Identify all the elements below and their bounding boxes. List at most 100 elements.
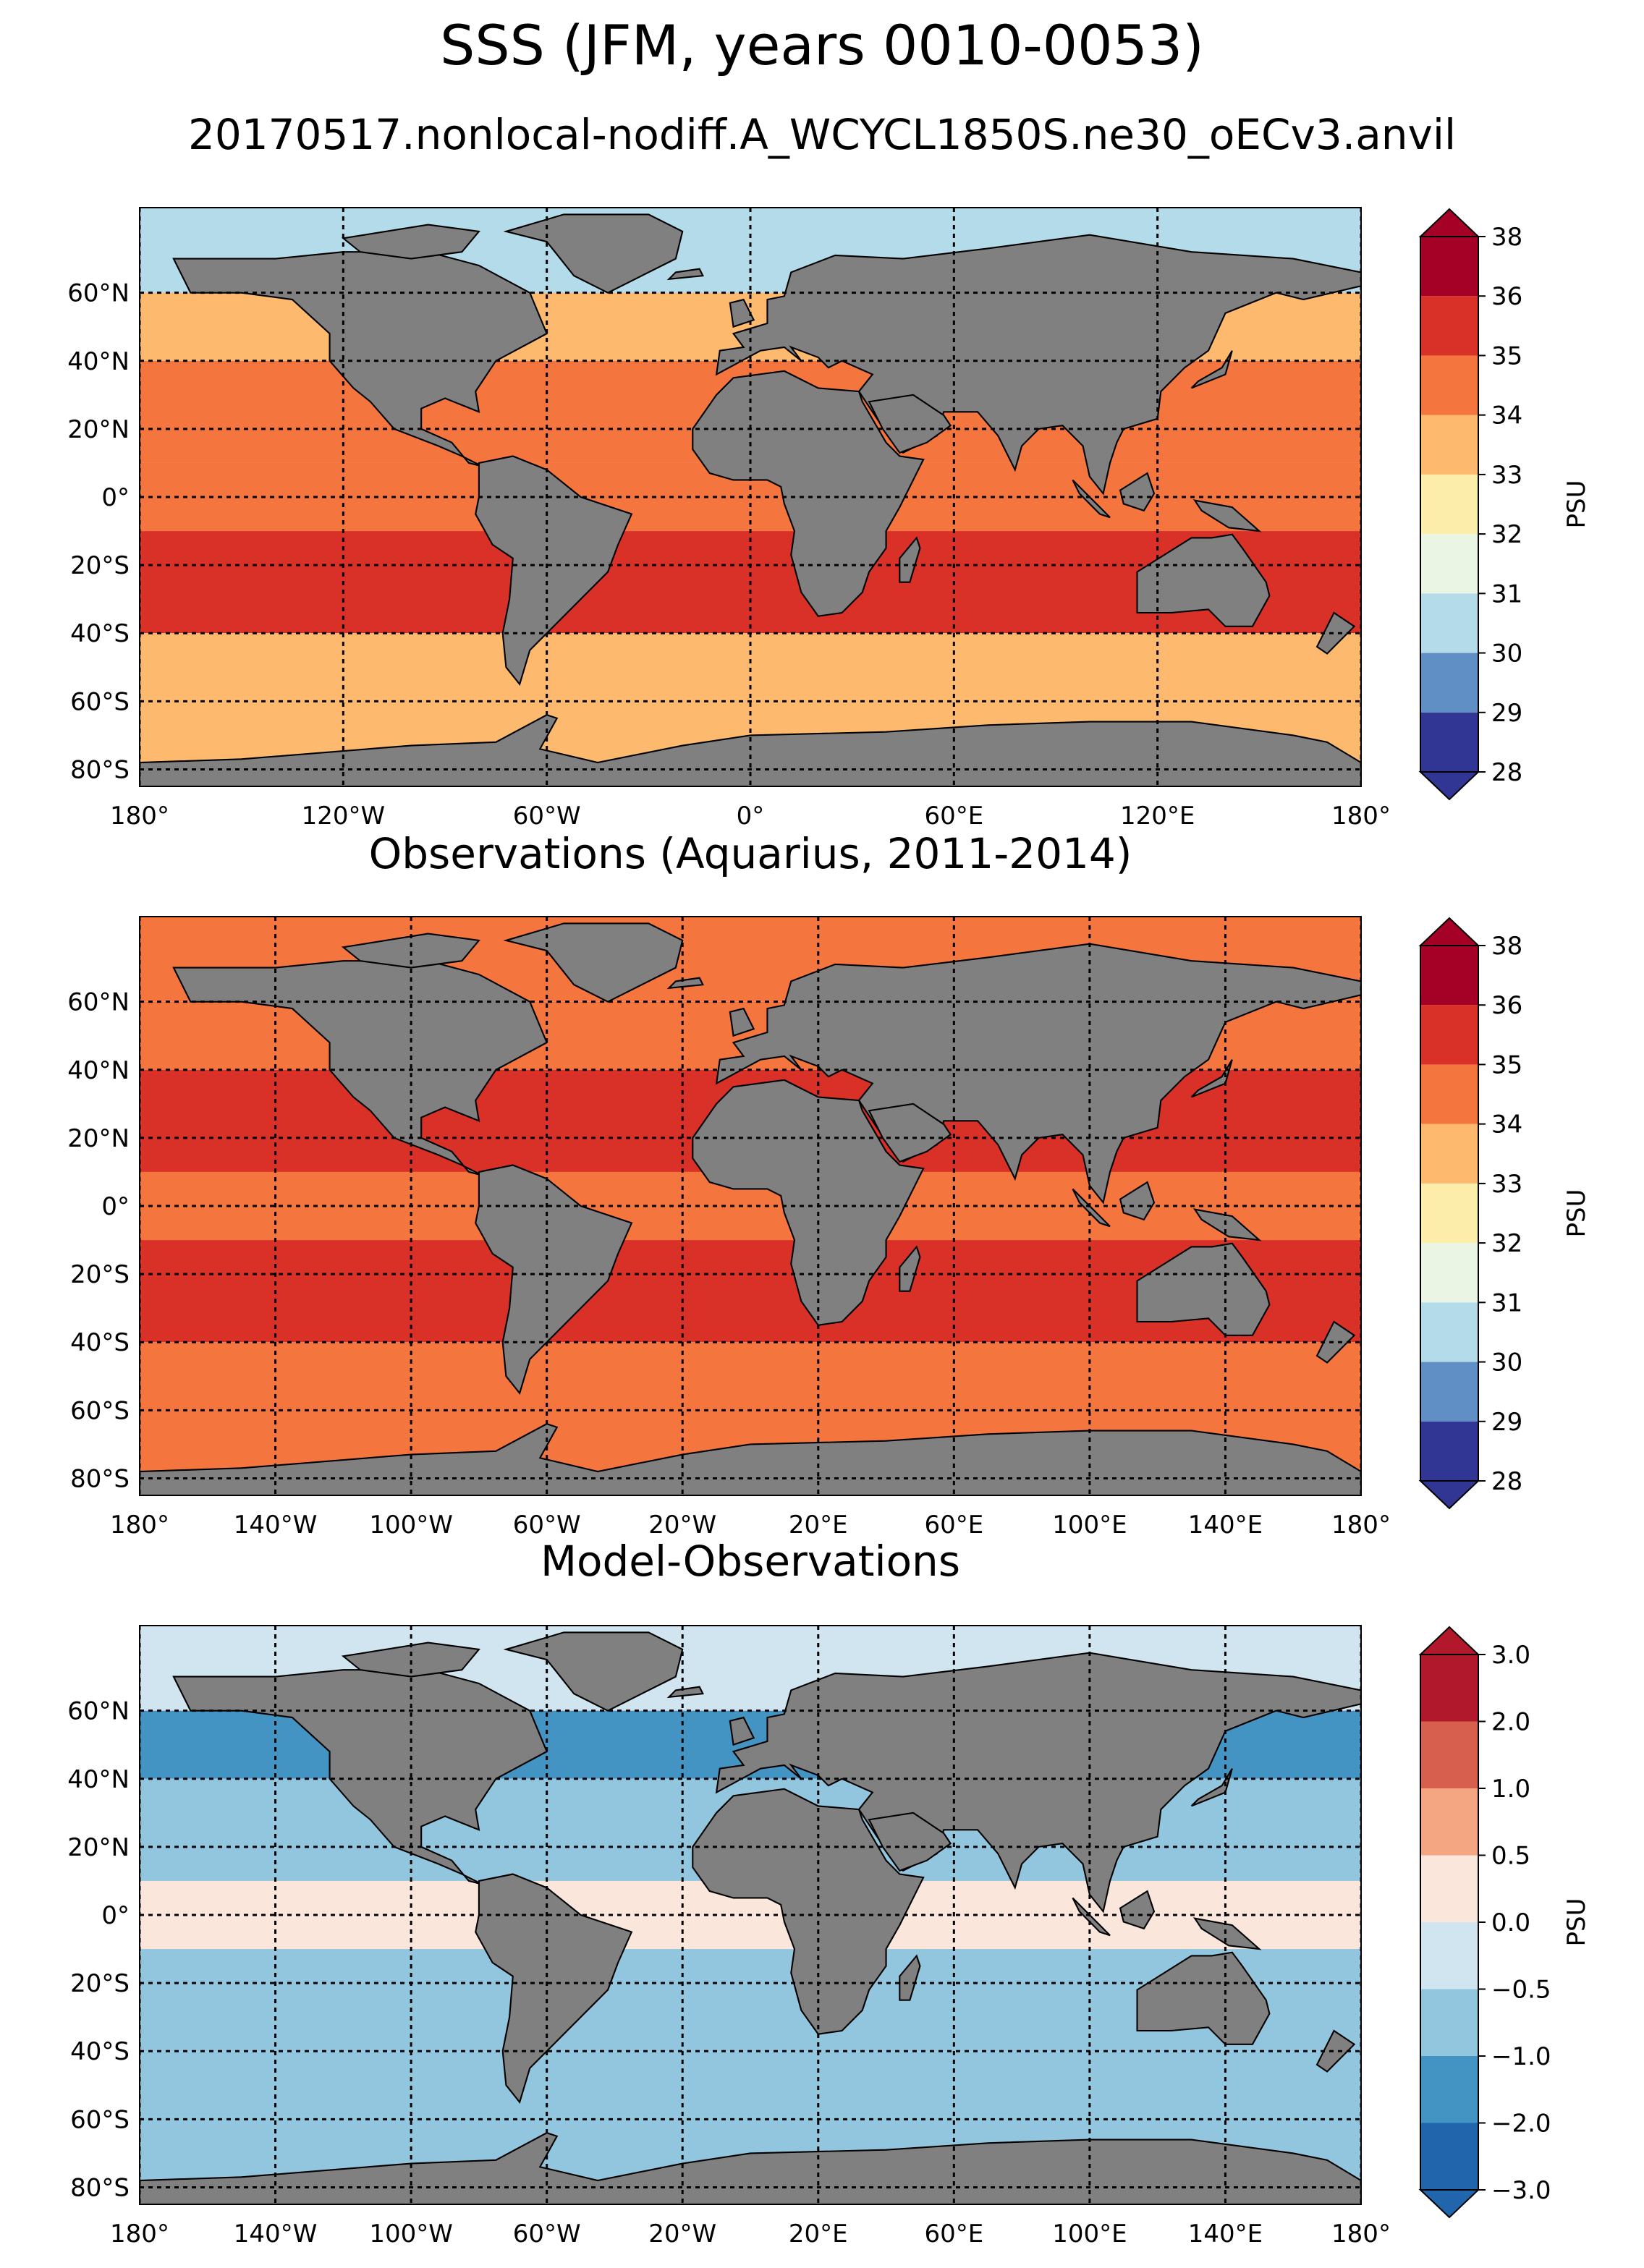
colorbar-extend-min (1418, 2189, 1480, 2219)
colorbar-tick-label: 35 (1491, 341, 1522, 370)
colorbar-swatch (1420, 2123, 1478, 2190)
colorbar: −3.0 −2.0 −1.0 −0.5 0.0 0.5 1.0 2.0 3.0 PSU (1418, 1626, 1591, 2219)
colorbar-swatch (1420, 534, 1478, 594)
y-tick-label: 40°S (70, 619, 130, 648)
colorbar-swatch (1420, 1655, 1478, 1722)
colorbar-swatch (1420, 946, 1478, 1006)
colorbar-swatch (1420, 355, 1478, 415)
y-tick-label: 20°N (67, 1833, 130, 1862)
colorbar-tick-label: 36 (1491, 282, 1522, 311)
colorbar-tick-label: −3.0 (1491, 2176, 1551, 2205)
y-tick-label: 40°S (70, 1328, 130, 1357)
colorbar-swatch (1420, 1362, 1478, 1422)
colorbar-tick-label: 28 (1491, 758, 1522, 787)
colorbar-swatch (1420, 1183, 1478, 1244)
colorbar: 28 29 30 31 32 33 34 35 36 38 PSU (1418, 917, 1591, 1510)
x-tick-label: 180° (1331, 802, 1391, 831)
colorbar-label: PSU (1562, 1898, 1591, 1947)
y-tick-label: 60°S (70, 687, 130, 716)
x-tick-label: 60°E (924, 1511, 983, 1539)
x-tick-label: 100°W (369, 2220, 453, 2248)
y-tick-label: 20°S (70, 1260, 130, 1289)
colorbar-swatch (1420, 1005, 1478, 1065)
colorbar-tick-label: 31 (1491, 1288, 1522, 1317)
colorbar-swatch (1420, 237, 1478, 297)
colorbar-tick-label: 0.5 (1491, 1842, 1530, 1871)
figure-title: SSS (JFM, years 0010-0053) (440, 13, 1204, 77)
y-tick-label: 80°S (70, 1464, 130, 1493)
x-tick-label: 20°E (789, 1511, 848, 1539)
figure-subtitle: 20170517.nonlocal-nodiff.A_WCYCL1850S.ne… (187, 110, 1457, 159)
x-tick-label: 100°E (1052, 1511, 1127, 1539)
colorbar-swatch (1420, 1721, 1478, 1788)
x-tick-label: 100°E (1052, 2220, 1127, 2248)
y-tick-label: 0° (101, 483, 130, 512)
colorbar-tick-label: 0.0 (1491, 1908, 1530, 1937)
colorbar-swatch (1420, 1989, 1478, 2056)
colorbar-tick-label: 36 (1491, 991, 1522, 1020)
y-tick-label: 60°N (67, 279, 130, 308)
colorbar-tick-label: −2.0 (1491, 2110, 1551, 2139)
y-tick-label: 40°S (70, 2037, 130, 2066)
map-frame (139, 1625, 1362, 2205)
map-panel-2: Observations (Aquarius, 2011-2014) 180° 14… (67, 829, 1591, 1539)
x-tick-label: 20°E (789, 2220, 848, 2248)
colorbar-label: PSU (1562, 1189, 1591, 1238)
colorbar-tick-label: 30 (1491, 1349, 1522, 1377)
x-tick-label: 20°W (648, 2220, 716, 2248)
y-tick-label: 20°S (70, 551, 130, 580)
y-tick-label: 40°N (67, 347, 130, 376)
colorbar-tick-label: 32 (1491, 520, 1522, 549)
colorbar-swatch (1420, 1064, 1478, 1124)
x-tick-label: 140°W (234, 2220, 318, 2248)
y-tick-label: 20°N (67, 415, 130, 444)
y-tick-label: 0° (101, 1192, 130, 1221)
panel-title: Model-Observations (541, 1537, 960, 1586)
colorbar-tick-label: 38 (1491, 223, 1522, 252)
map-panel-1: 180° 120°W 60°W 0° 60°E 120°E 180° 60°N 40°N 20°N… (67, 207, 1591, 831)
colorbar-swatch (1420, 2056, 1478, 2123)
colorbar-extend-min (1418, 1480, 1480, 1510)
colorbar-swatch (1420, 296, 1478, 356)
colorbar-tick-label: 34 (1491, 1110, 1522, 1139)
y-tick-label: 40°N (67, 1056, 130, 1085)
y-tick-label: 60°N (67, 988, 130, 1017)
colorbar-swatch (1420, 474, 1478, 535)
map-frame (139, 916, 1362, 1496)
colorbar-tick-label: 29 (1491, 1408, 1522, 1437)
colorbar-tick-label: 3.0 (1491, 1641, 1530, 1670)
x-tick-label: 180° (110, 802, 169, 831)
colorbar-swatch (1420, 1855, 1478, 1922)
x-tick-label: 120°W (302, 802, 386, 831)
x-tick-label: 60°W (513, 1511, 581, 1539)
y-tick-label: 80°S (70, 755, 130, 784)
colorbar-label: PSU (1562, 480, 1591, 529)
map-frame (139, 207, 1362, 787)
colorbar-tick-label: 2.0 (1491, 1708, 1530, 1737)
colorbar-swatch (1420, 1124, 1478, 1184)
colorbar-tick-label: 35 (1491, 1050, 1522, 1079)
y-tick-label: 20°N (67, 1124, 130, 1153)
colorbar-tick-label: 33 (1491, 461, 1522, 490)
colorbar-swatch (1420, 1922, 1478, 1989)
colorbar-tick-label: 34 (1491, 402, 1522, 430)
x-tick-label: 140°E (1188, 2220, 1263, 2248)
x-tick-label: 140°W (234, 1511, 318, 1539)
x-tick-label: 100°W (369, 1511, 453, 1539)
x-tick-label: 180° (1331, 1511, 1391, 1539)
colorbar-tick-label: 28 (1491, 1467, 1522, 1496)
x-tick-label: 20°W (648, 1511, 716, 1539)
colorbar-swatch (1420, 1788, 1478, 1856)
y-tick-label: 60°N (67, 1697, 130, 1726)
colorbar: 28 29 30 31 32 33 34 35 36 38 PSU (1418, 208, 1591, 801)
y-tick-label: 80°S (70, 2173, 130, 2202)
colorbar-tick-label: −1.0 (1491, 2042, 1551, 2071)
x-tick-label: 0° (737, 802, 765, 831)
y-tick-label: 60°S (70, 1396, 130, 1425)
colorbar-swatch (1420, 1421, 1478, 1481)
colorbar-swatch (1420, 1243, 1478, 1303)
colorbar-extend-max (1418, 208, 1480, 237)
map-panel-3: Model-Observations 180° 140°W 100°W 60°W 20°W… (67, 1537, 1591, 2248)
colorbar-swatch (1420, 593, 1478, 653)
